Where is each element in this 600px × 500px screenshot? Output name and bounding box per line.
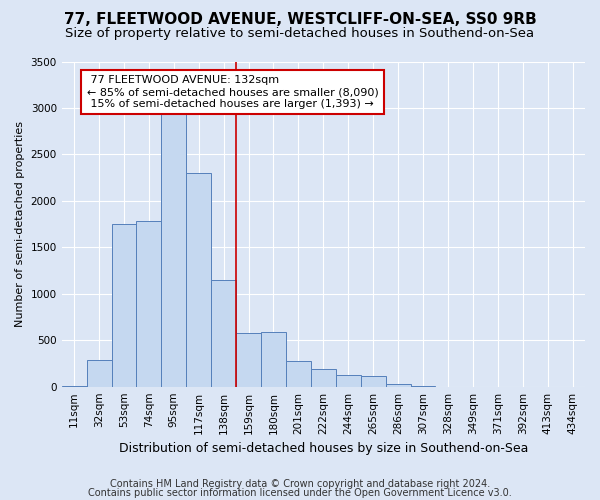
Bar [361,376,386,386]
Text: Size of property relative to semi-detached houses in Southend-on-Sea: Size of property relative to semi-detach… [65,28,535,40]
Y-axis label: Number of semi-detached properties: Number of semi-detached properties [15,121,25,327]
Bar [211,280,236,386]
Bar [261,332,286,386]
Text: Contains HM Land Registry data © Crown copyright and database right 2024.: Contains HM Land Registry data © Crown c… [110,479,490,489]
Text: Contains public sector information licensed under the Open Government Licence v3: Contains public sector information licen… [88,488,512,498]
X-axis label: Distribution of semi-detached houses by size in Southend-on-Sea: Distribution of semi-detached houses by … [119,442,528,455]
Bar [186,173,211,386]
Bar [386,384,410,386]
Bar [336,374,361,386]
Bar [311,369,336,386]
Bar [161,100,186,387]
Bar [286,360,311,386]
Bar [86,360,112,386]
Bar [136,222,161,386]
Text: 77 FLEETWOOD AVENUE: 132sqm
← 85% of semi-detached houses are smaller (8,090)
 1: 77 FLEETWOOD AVENUE: 132sqm ← 85% of sem… [86,76,379,108]
Text: 77, FLEETWOOD AVENUE, WESTCLIFF-ON-SEA, SS0 9RB: 77, FLEETWOOD AVENUE, WESTCLIFF-ON-SEA, … [64,12,536,28]
Bar [236,333,261,386]
Bar [112,224,136,386]
